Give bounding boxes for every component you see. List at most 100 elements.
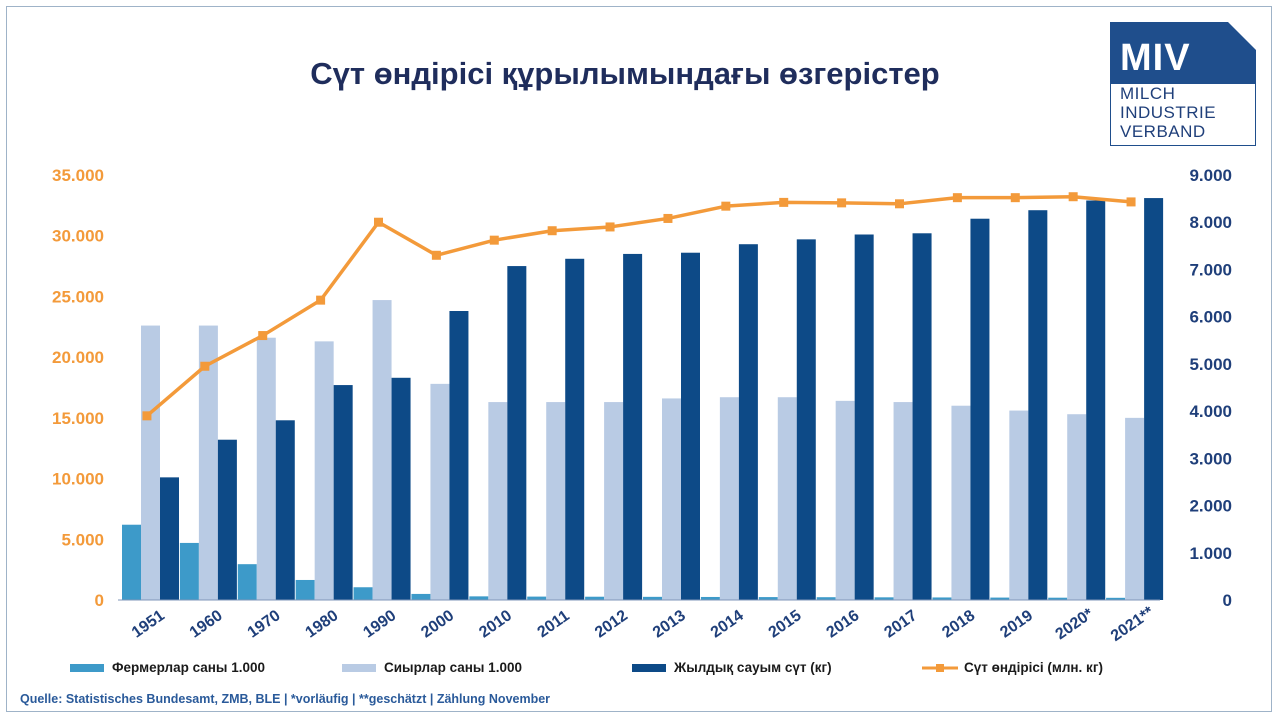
production-point	[489, 235, 499, 245]
bar-yield	[275, 420, 295, 600]
bar-yield	[391, 377, 411, 600]
production-point	[663, 213, 673, 223]
right-axis-tick-label: 1.000	[1189, 544, 1232, 563]
right-axis-tick-label: 4.000	[1189, 402, 1232, 421]
production-point	[258, 331, 268, 341]
bar-farmers	[643, 596, 662, 600]
bar-cows	[1067, 414, 1087, 600]
legend-label-yield: Жылдық сауым сүт (кг)	[674, 660, 832, 675]
bar-cows	[662, 398, 681, 600]
x-axis-tick-label: 1990	[360, 607, 399, 641]
bar-cows	[488, 402, 508, 600]
x-axis-tick-label: 2012	[592, 607, 631, 641]
bar-yield	[1144, 198, 1164, 601]
left-axis-tick-label: 10.000	[52, 470, 104, 489]
bar-yield	[623, 253, 643, 600]
bar-cows	[835, 400, 855, 600]
left-axis-tick-label: 20.000	[52, 348, 104, 367]
production-point	[142, 411, 152, 421]
legend-swatch-production	[922, 664, 958, 672]
bar-cows	[1009, 410, 1029, 600]
x-axis-tick-label: 2010	[476, 607, 515, 641]
slide-frame	[6, 6, 1272, 712]
production-point	[200, 361, 210, 371]
legend-swatch-farmers	[70, 664, 104, 672]
bar-cows	[951, 405, 971, 600]
production-point	[374, 217, 383, 227]
left-axis-tick-label: 15.000	[52, 409, 104, 428]
left-axis-tick-label: 5.000	[61, 530, 104, 549]
production-point	[316, 295, 326, 305]
bar-farmers	[179, 542, 199, 600]
production-point	[605, 222, 615, 232]
bar-yield	[854, 234, 874, 600]
bar-farmers	[411, 593, 431, 600]
bar-cows	[1125, 417, 1145, 600]
left-axis-tick-label: 35.000	[52, 166, 104, 185]
x-axis-tick-label: 2000	[418, 607, 457, 641]
left-axis-tick-label: 0	[95, 591, 104, 610]
x-axis-tick-label: 2018	[939, 607, 978, 641]
bar-yield	[912, 233, 932, 601]
bar-cows	[198, 325, 218, 600]
bar-farmers	[1048, 597, 1068, 600]
bar-farmers	[932, 597, 952, 600]
left-axis-tick-label: 25.000	[52, 287, 104, 306]
logo-line-3: VERBAND	[1120, 122, 1206, 141]
bar-cows	[546, 402, 566, 600]
x-axis-tick-label: 2020*	[1053, 605, 1098, 643]
production-point	[547, 226, 557, 236]
logo-line-2: INDUSTRIE	[1120, 103, 1217, 122]
production-point	[431, 250, 441, 260]
production-point	[721, 201, 731, 211]
bar-farmers	[122, 524, 141, 600]
bar-cows	[893, 402, 913, 600]
x-axis-tick-label: 2017	[881, 607, 920, 641]
right-axis-tick-label: 5.000	[1189, 355, 1232, 374]
production-point	[895, 199, 904, 209]
x-axis-tick-label: 1960	[187, 607, 226, 641]
miv-logo	[1110, 22, 1256, 146]
bar-yield	[1028, 210, 1048, 600]
bar-yield	[970, 218, 990, 600]
production-point	[1010, 193, 1020, 203]
x-axis-tick-label: 2015	[766, 607, 805, 641]
source-note: Quelle: Statistisches Bundesamt, ZMB, BL…	[20, 692, 551, 706]
bar-farmers	[816, 597, 836, 600]
bar-cows	[314, 341, 334, 600]
bar-cows	[141, 325, 160, 600]
x-axis-tick-label: 2019	[997, 607, 1036, 641]
right-axis-tick-label: 6.000	[1189, 308, 1232, 327]
bar-yield	[160, 477, 179, 600]
x-axis-tick-label: 2014	[708, 607, 747, 641]
production-point	[952, 193, 962, 203]
x-axis-tick-label: 2013	[650, 607, 689, 641]
bar-yield	[738, 244, 758, 600]
bar-farmers	[295, 579, 315, 600]
bar-farmers	[237, 564, 257, 600]
x-axis-tick-label: 1970	[245, 607, 284, 641]
bar-cows	[256, 337, 276, 600]
bar-yield	[1086, 200, 1106, 600]
x-axis-tick-label: 2011	[534, 607, 572, 641]
right-axis-tick-label: 8.000	[1189, 213, 1232, 232]
bar-cows	[719, 397, 739, 600]
bar-yield	[796, 239, 816, 600]
x-axis-tick-label: 2016	[824, 607, 863, 641]
bar-yield	[217, 439, 237, 600]
bar-farmers	[874, 597, 894, 600]
chart-title: Сүт өндірісі құрылымындағы өзгерістер	[310, 56, 940, 91]
logo-banner	[1110, 22, 1256, 84]
bar-cows	[604, 402, 624, 600]
right-axis-tick-label: 9.000	[1189, 166, 1232, 185]
bar-farmers	[700, 596, 720, 600]
x-axis-tick-label: 2021**	[1108, 603, 1158, 645]
bar-yield	[449, 311, 469, 600]
bar-farmers	[527, 596, 547, 600]
bar-yield	[681, 252, 700, 600]
right-axis-tick-label: 2.000	[1189, 497, 1232, 516]
bar-farmers	[585, 596, 605, 600]
production-point	[1126, 197, 1136, 207]
bar-farmers	[469, 596, 489, 600]
